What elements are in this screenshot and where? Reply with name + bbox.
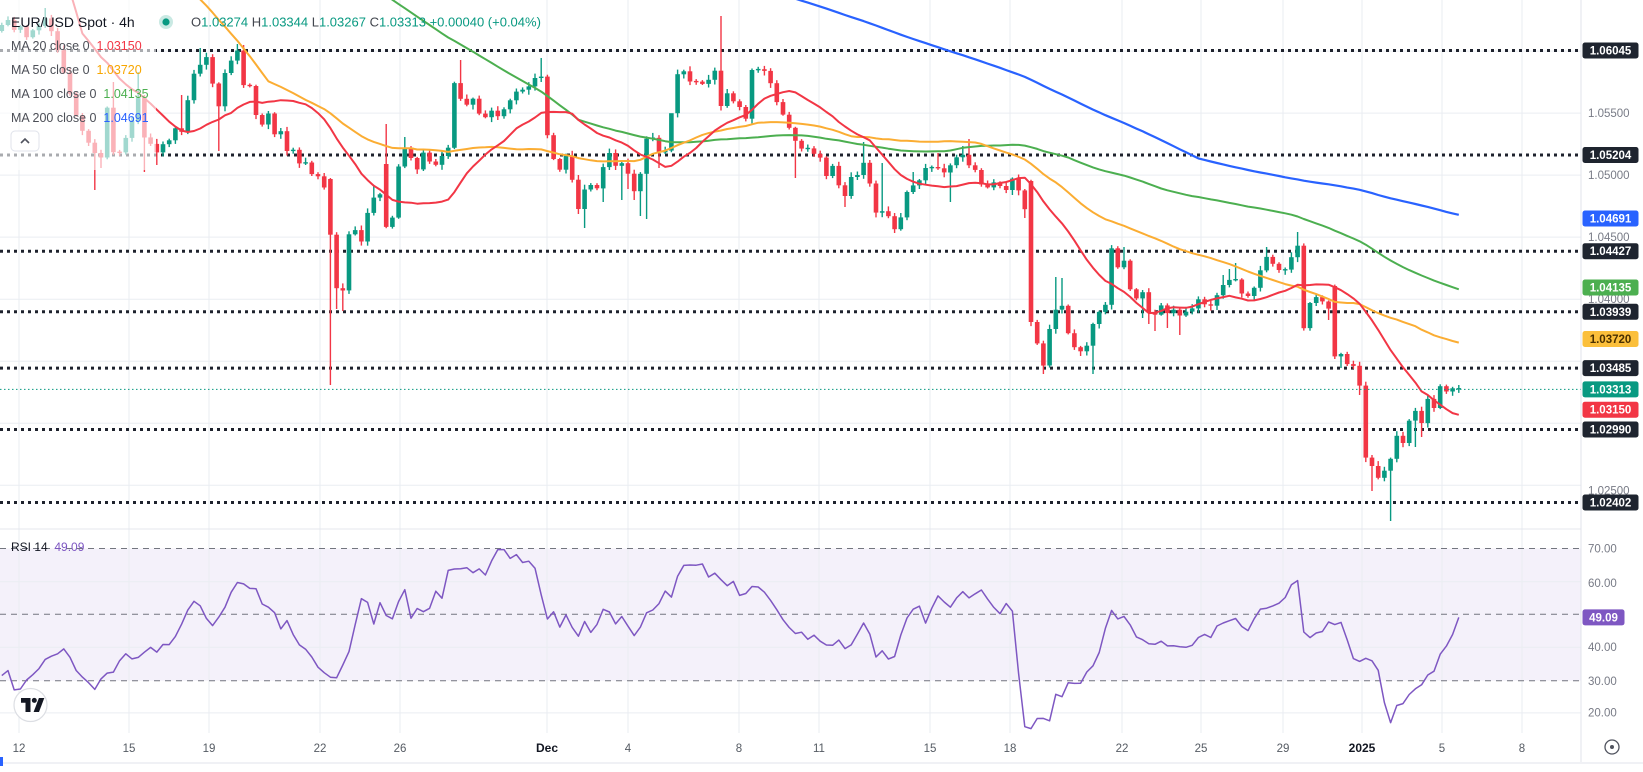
svg-text:MA 20 close 0 1.03150: MA 20 close 0 1.03150 <box>11 39 142 53</box>
svg-text:29: 29 <box>1277 743 1290 755</box>
svg-text:1.02500: 1.02500 <box>1588 485 1630 497</box>
svg-text:18: 18 <box>1004 743 1017 755</box>
svg-text:1.05204: 1.05204 <box>1590 150 1632 162</box>
svg-text:Dec: Dec <box>536 741 558 755</box>
svg-text:8: 8 <box>1519 743 1525 755</box>
svg-text:1.04500: 1.04500 <box>1588 232 1630 244</box>
svg-text:1.05500: 1.05500 <box>1588 108 1630 120</box>
svg-text:1.05000: 1.05000 <box>1588 170 1630 182</box>
svg-text:15: 15 <box>123 743 136 755</box>
svg-text:5: 5 <box>1439 743 1445 755</box>
svg-text:4: 4 <box>625 743 632 755</box>
svg-text:11: 11 <box>813 743 825 755</box>
svg-text:12: 12 <box>13 743 26 755</box>
svg-text:70.00: 70.00 <box>1588 543 1617 555</box>
svg-text:1.04691: 1.04691 <box>1590 214 1632 226</box>
svg-text:26: 26 <box>394 743 407 755</box>
svg-text:2025: 2025 <box>1349 741 1376 755</box>
svg-text:1.02990: 1.02990 <box>1590 425 1632 437</box>
svg-text:1.03150: 1.03150 <box>1590 405 1632 417</box>
svg-text:1.04000: 1.04000 <box>1588 294 1630 306</box>
svg-text:1.03313: 1.03313 <box>1590 384 1632 396</box>
svg-text:1.03485: 1.03485 <box>1590 363 1632 375</box>
svg-text:O1.03274 H1.03344 L1.03267 C1.: O1.03274 H1.03344 L1.03267 C1.03313 +0.0… <box>191 15 541 30</box>
svg-text:MA 200 close 0 1.04691: MA 200 close 0 1.04691 <box>11 111 149 125</box>
svg-text:1.04427: 1.04427 <box>1590 246 1632 258</box>
svg-text:1.02402: 1.02402 <box>1590 498 1632 510</box>
svg-text:22: 22 <box>1116 743 1129 755</box>
svg-text:49.09: 49.09 <box>1589 612 1618 624</box>
svg-text:1.04135: 1.04135 <box>1590 283 1632 295</box>
svg-text:20.00: 20.00 <box>1588 708 1617 720</box>
svg-text:15: 15 <box>924 743 937 755</box>
svg-text:22: 22 <box>314 743 327 755</box>
svg-text:25: 25 <box>1195 743 1208 755</box>
svg-text:1.03720: 1.03720 <box>1590 334 1632 346</box>
svg-text:60.00: 60.00 <box>1588 578 1617 590</box>
svg-text:40.00: 40.00 <box>1588 642 1617 654</box>
svg-text:MA 50 close 0 1.03720: MA 50 close 0 1.03720 <box>11 63 142 77</box>
svg-text:30.00: 30.00 <box>1588 676 1617 688</box>
svg-text:EUR/USD Spot · 4h: EUR/USD Spot · 4h <box>11 14 135 30</box>
svg-text:RSI 14 49.09: RSI 14 49.09 <box>11 540 85 554</box>
svg-text:MA 100 close 0 1.04135: MA 100 close 0 1.04135 <box>11 87 149 101</box>
svg-text:1.06045: 1.06045 <box>1590 46 1632 58</box>
svg-text:1.03939: 1.03939 <box>1590 307 1632 319</box>
svg-text:8: 8 <box>736 743 742 755</box>
svg-text:19: 19 <box>203 743 216 755</box>
